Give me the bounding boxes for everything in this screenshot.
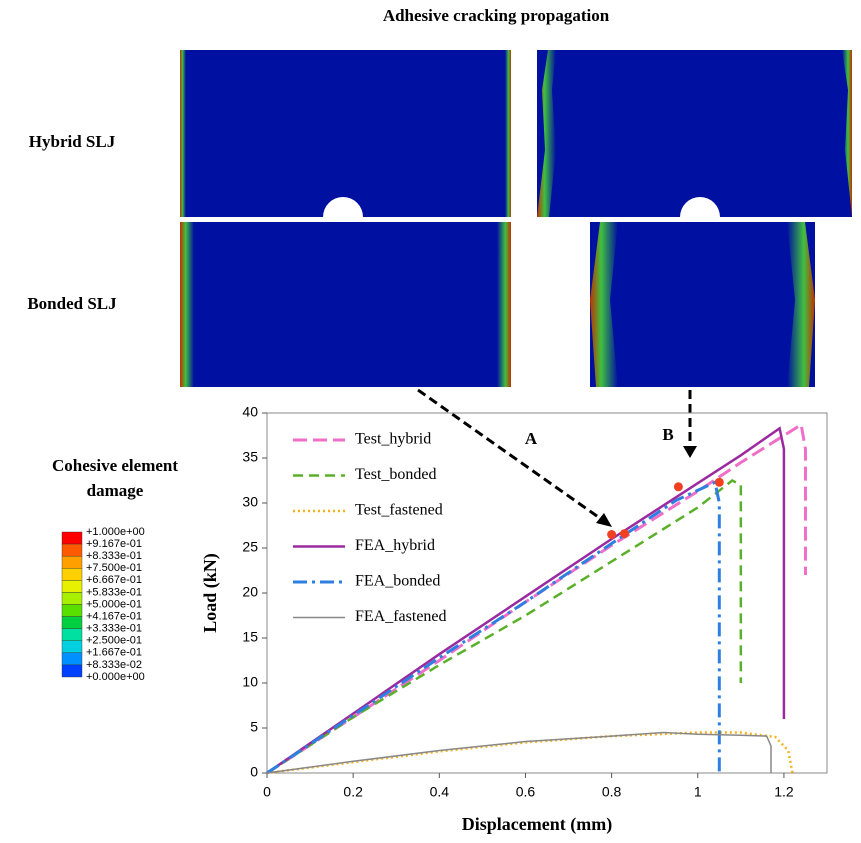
y-tick-label: 40 [242,404,258,420]
colorbar-label: +1.667e-01 [86,647,142,659]
colorbar-label: +7.500e-01 [86,562,142,574]
x-tick-label: 1.2 [774,784,794,800]
y-tick-label: 20 [242,584,258,600]
colorbar-band [62,592,82,604]
colorbar-band [62,641,82,653]
arrow-head [683,446,697,458]
arrow-head [596,513,612,527]
colorbar-label: +6.667e-01 [86,574,142,586]
annotation: B [662,425,673,444]
colorbar-label: +2.500e-01 [86,635,142,647]
colorbar-label: +8.333e-01 [86,550,142,562]
x-tick-label: 0.2 [343,784,363,800]
figure: Adhesive cracking propagation Hybrid SLJ… [0,0,861,843]
marker-point [715,478,724,487]
colorbar-band [62,653,82,665]
row-label: Hybrid SLJ [29,132,116,151]
colorbar-band [62,629,82,641]
colorbar-label: +4.167e-01 [86,610,142,622]
colorbar-label: +5.000e-01 [86,598,142,610]
x-tick-label: 0.6 [516,784,536,800]
x-tick-label: 0.4 [430,784,450,800]
colorbar-band [62,605,82,617]
figure-title: Adhesive cracking propagation [383,6,610,25]
contour-bonded-a [180,222,511,387]
contour-hybrid-a [180,50,511,217]
plot: 0 0.2 0.4 0.6 0.8 1 1.2 0 5 10 15 20 25 30 35 40 Displac… [200,404,827,835]
y-tick-label: 10 [242,674,258,690]
colorbar-band [62,580,82,592]
y-tick-label: 30 [242,494,258,510]
legend-label: Test_fastened [355,502,443,519]
colorbar-band [62,617,82,629]
marker-point [620,529,629,538]
colorbar-label: +9.167e-01 [86,538,142,550]
x-axis-label: Displacement (mm) [462,814,612,835]
annotation-arrows [418,390,690,521]
legend-label: FEA_hybrid [355,537,435,554]
legend-label: FEA_bonded [355,573,440,590]
colorbar-band [62,665,82,677]
colorbar-band [62,568,82,580]
marker-point [674,482,683,491]
series-line [267,733,793,774]
colorbar-label: +8.333e-02 [86,659,142,671]
series-line [267,733,771,774]
colorbar-title: Cohesive element [52,456,178,475]
colorbar-band [62,544,82,556]
legend-label: Test_bonded [355,466,437,483]
colorbar-band [62,556,82,568]
y-axis-label: Load (kN) [200,553,221,633]
legend-label: FEA_fastened [355,608,447,625]
y-tick-label: 25 [242,539,258,555]
y-tick-label: 15 [242,629,258,645]
series-line [267,481,741,774]
colorbar-title: damage [87,481,144,500]
annotation: A [525,429,538,448]
colorbar-label: +1.000e+00 [86,526,145,538]
contour-bonded-b [590,222,815,387]
legend-label: Test_hybrid [355,431,431,448]
y-tick-label: 35 [242,449,258,465]
colorbar-label: +3.333e-01 [86,623,142,635]
colorbar: +1.000e+00+9.167e-01+8.333e-01+7.500e-01… [62,526,145,683]
colorbar-label: +5.833e-01 [86,586,142,598]
y-tick-label: 5 [250,719,258,735]
x-tick-label: 0 [263,784,271,800]
y-tick-label: 0 [250,764,258,780]
row-label: Bonded SLJ [27,294,117,313]
contour-hybrid-b [537,50,852,217]
colorbar-label: +0.000e+00 [86,671,145,683]
x-tick-label: 0.8 [602,784,622,800]
x-tick-label: 1 [694,784,702,800]
marker-point [607,530,616,539]
colorbar-band [62,532,82,544]
